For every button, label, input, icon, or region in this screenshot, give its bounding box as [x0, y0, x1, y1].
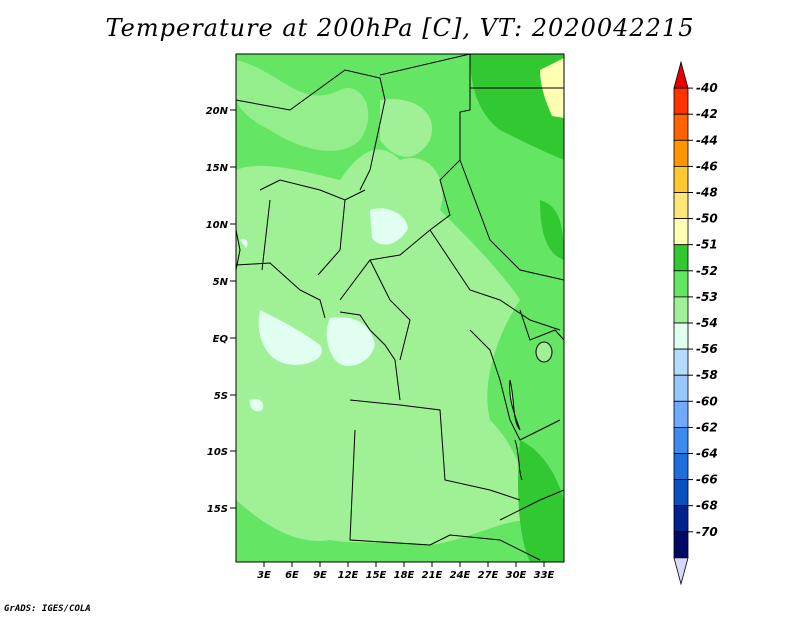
colorbar-label: -54 — [696, 316, 718, 330]
colorbar-swatch — [673, 400, 689, 428]
colorbar-top-arrow — [673, 60, 689, 89]
x-axis: 3E 6E 9E 12E 15E 18E 21E 24E 27E 30E 33E — [257, 562, 555, 581]
y-tick-label: 10S — [207, 447, 228, 458]
colorbar-label: -46 — [696, 159, 718, 173]
x-tick-label: 33E — [534, 570, 555, 581]
colorbar-label: -52 — [696, 264, 718, 278]
colorbar-swatch — [673, 322, 689, 350]
colorbar-swatch — [673, 348, 689, 376]
country-borders — [235, 53, 565, 561]
colorbar-label: -53 — [696, 290, 718, 304]
colorbar-label: -56 — [696, 342, 718, 356]
y-tick-label: 15N — [206, 163, 229, 174]
colorbar-swatch — [673, 453, 689, 481]
x-tick-label: 9E — [313, 570, 327, 581]
colorbar-label: -58 — [696, 368, 718, 382]
field-cyan-gabon — [258, 310, 322, 365]
colorbar-swatch — [673, 192, 689, 220]
colorbar-swatch — [673, 505, 689, 533]
map-panel — [235, 53, 565, 563]
x-tick-label: 27E — [478, 570, 499, 581]
colorbar-label: -62 — [696, 420, 718, 434]
y-tick-label: 20N — [206, 106, 229, 117]
x-tick-label: 21E — [422, 570, 443, 581]
x-tick-label: 15E — [366, 570, 387, 581]
colorbar-swatch — [673, 139, 689, 167]
colorbar-swatch — [673, 113, 689, 141]
x-tick-label: 3E — [257, 570, 271, 581]
lakes — [509, 341, 553, 481]
field-cyan-angola — [249, 398, 264, 412]
colorbar-swatch — [673, 426, 689, 454]
colorbar-label: -51 — [696, 238, 718, 252]
y-tick-label: EQ — [213, 334, 229, 345]
field-cyan-chad — [370, 208, 408, 245]
colorbar-swatch — [673, 87, 689, 115]
x-tick-label: 24E — [450, 570, 471, 581]
x-tick-label: 18E — [394, 570, 415, 581]
y-tick-label: 15S — [207, 504, 228, 515]
map-frame — [235, 53, 565, 563]
field-dark-green-east — [540, 200, 564, 260]
colorbar-label: -48 — [696, 186, 718, 200]
colorbar-swatch — [673, 244, 689, 272]
colorbar-swatch — [673, 270, 689, 298]
colorbar-swatch — [673, 374, 689, 402]
y-tick-label: 5S — [214, 391, 228, 402]
colorbar-label: -66 — [696, 473, 718, 487]
colorbar-label: -64 — [696, 447, 718, 461]
grads-credit: GrADS: IGES/COLA — [4, 604, 91, 614]
field-light-green-north — [236, 60, 369, 151]
colorbar-label: -40 — [696, 81, 718, 95]
colorbar-swatch — [673, 531, 689, 559]
colorbar-bottom-arrow — [673, 557, 689, 586]
colorbar-label: -68 — [696, 499, 718, 513]
y-axis: 20N 15N 10N 5N EQ 5S 10S 15S — [206, 106, 236, 515]
colorbar-label: -50 — [696, 212, 718, 226]
colorbar-swatch — [673, 165, 689, 193]
y-tick-label: 5N — [213, 277, 229, 288]
colorbar-label: -42 — [696, 107, 718, 121]
colorbar-label: -60 — [696, 394, 718, 408]
colorbar-swatch — [673, 479, 689, 507]
x-tick-label: 12E — [338, 570, 359, 581]
colorbar-label: -70 — [696, 525, 718, 539]
field-cyan-congo — [326, 317, 375, 366]
colorbar: -40 -42 -44 -46 -48 -50 -51 -52 -53 -54 -56 -58 -60 -… — [673, 60, 718, 586]
x-tick-label: 30E — [506, 570, 527, 581]
map-title: Temperature at 200hPa [C], VT: 202004221… — [105, 14, 695, 42]
colorbar-swatch — [673, 296, 689, 324]
colorbar-swatch — [673, 218, 689, 246]
field-dark-green-se — [518, 440, 564, 562]
field-light-green-band — [380, 99, 432, 157]
field-cyan-small — [240, 238, 248, 248]
field-dark-green-ne — [470, 54, 564, 160]
colorbar-label: -44 — [696, 133, 718, 147]
x-tick-label: 6E — [285, 570, 299, 581]
y-tick-label: 10N — [206, 220, 229, 231]
